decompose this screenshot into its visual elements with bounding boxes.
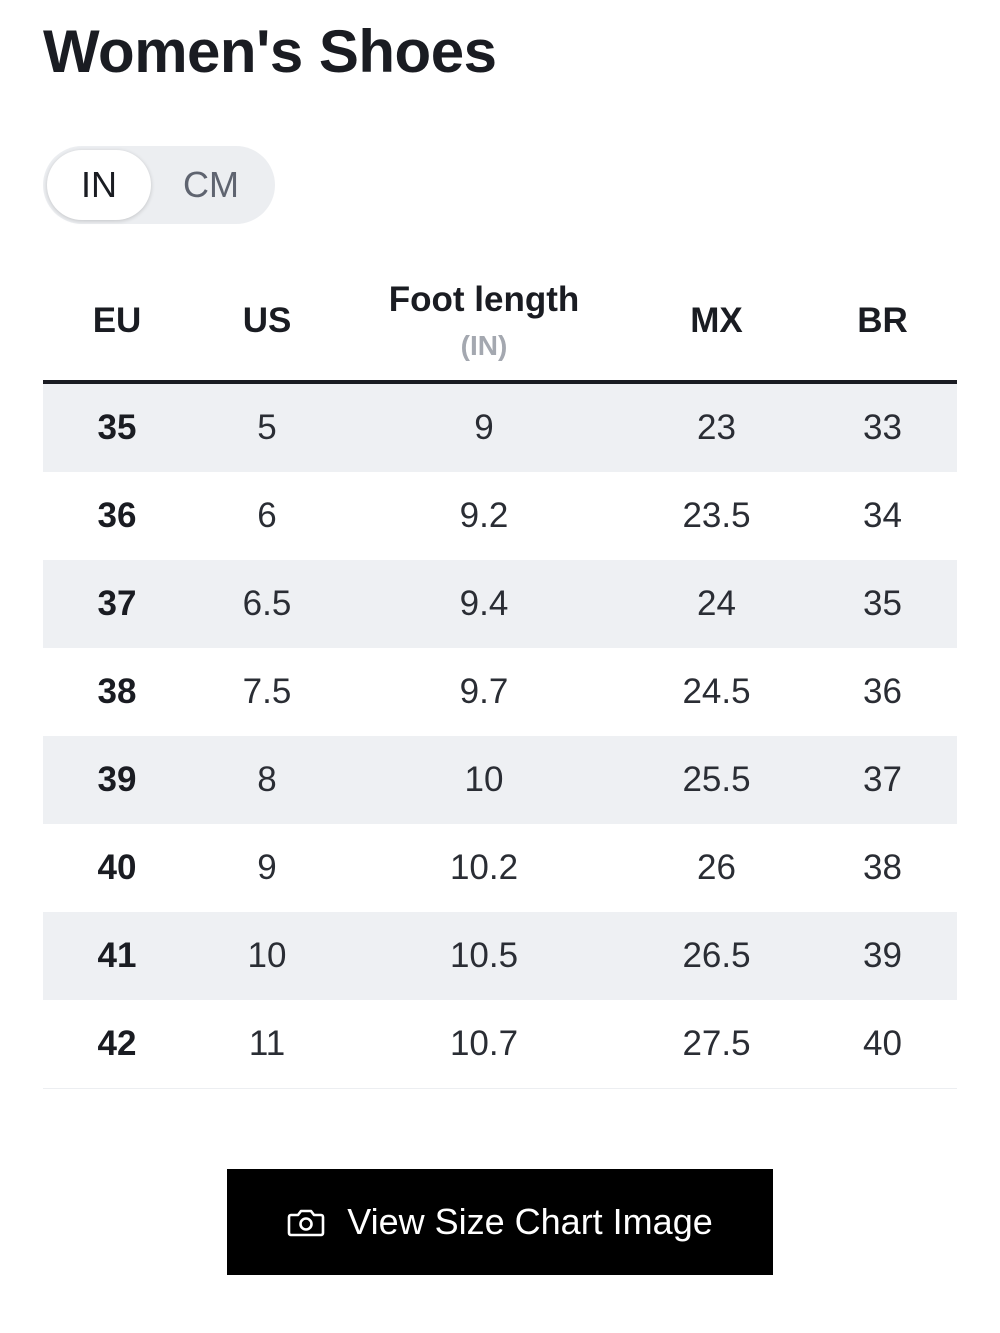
table-body: 35 5 9 23 33 36 6 9.2 23.5 34 37 6.5 9.4 24 35 38 7.5 9.7…	[43, 382, 957, 1089]
cell-us: 10	[247, 936, 287, 975]
table-header-row: EU US Foot length (IN) MX BR	[43, 262, 957, 382]
table-row: 36 6 9.2 23.5 34	[43, 472, 957, 560]
cell-mx: 23.5	[682, 496, 751, 535]
table-row: 40 9 10.2 26 38	[43, 824, 957, 912]
cell-br: 34	[863, 496, 902, 535]
cell-eu: 35	[97, 408, 137, 447]
view-size-chart-button[interactable]: View Size Chart Image	[227, 1169, 773, 1275]
camera-icon	[287, 1209, 325, 1237]
cell-foot: 10	[464, 760, 504, 799]
cell-eu: 38	[97, 672, 137, 711]
cell-us: 7.5	[242, 672, 292, 711]
table-row: 42 11 10.7 27.5 40	[43, 1000, 957, 1089]
cell-br: 39	[863, 936, 902, 975]
cell-br: 35	[863, 584, 902, 623]
cell-foot: 9	[474, 408, 494, 447]
cell-eu: 40	[97, 848, 137, 887]
unit-option-in[interactable]: IN	[47, 150, 151, 220]
cell-foot: 9.7	[459, 672, 509, 711]
cell-br: 40	[863, 1024, 902, 1063]
cell-us: 6.5	[242, 584, 292, 623]
cell-eu: 42	[97, 1024, 137, 1063]
header-foot-length-label: Foot length	[388, 280, 580, 319]
table-row: 39 8 10 25.5 37	[43, 736, 957, 824]
table-row: 41 10 10.5 26.5 39	[43, 912, 957, 1000]
cell-br: 37	[863, 760, 902, 799]
cell-mx: 27.5	[682, 1024, 751, 1063]
cell-us: 5	[257, 408, 277, 447]
cell-foot: 9.4	[459, 584, 509, 623]
cell-br: 33	[863, 408, 902, 447]
cell-mx: 23	[697, 408, 736, 447]
size-table: EU US Foot length (IN) MX BR 35 5 9 23 33 36 6…	[43, 262, 957, 1089]
cell-foot: 10.2	[449, 848, 519, 887]
cell-eu: 37	[97, 584, 137, 623]
cell-mx: 25.5	[682, 760, 751, 799]
cell-br: 36	[863, 672, 902, 711]
cell-us: 6	[257, 496, 277, 535]
cell-foot: 10.5	[449, 936, 519, 975]
view-size-chart-label: View Size Chart Image	[347, 1201, 713, 1242]
page-title: Women's Shoes	[43, 18, 497, 85]
unit-toggle[interactable]: IN CM	[43, 146, 275, 224]
header-eu: EU	[92, 301, 142, 340]
cell-mx: 24	[697, 584, 736, 623]
table-row: 37 6.5 9.4 24 35	[43, 560, 957, 648]
header-us: US	[242, 301, 292, 340]
header-foot-length: Foot length (IN)	[343, 262, 625, 382]
table-row: 38 7.5 9.7 24.5 36	[43, 648, 957, 736]
cell-us: 9	[257, 848, 277, 887]
cell-foot: 10.7	[449, 1024, 519, 1063]
header-br: BR	[857, 301, 908, 340]
cell-foot: 9.2	[459, 496, 509, 535]
cell-mx: 26.5	[682, 936, 751, 975]
cell-mx: 24.5	[682, 672, 751, 711]
header-foot-length-unit: (IN)	[460, 330, 508, 361]
cell-mx: 26	[697, 848, 736, 887]
cell-us: 8	[257, 760, 277, 799]
unit-option-cm[interactable]: CM	[183, 164, 239, 205]
cell-eu: 36	[97, 496, 137, 535]
cell-br: 38	[863, 848, 902, 887]
cell-eu: 41	[97, 936, 137, 975]
header-mx: MX	[690, 301, 743, 340]
cell-us: 11	[248, 1024, 286, 1063]
table-row: 35 5 9 23 33	[43, 382, 957, 472]
cell-eu: 39	[97, 760, 137, 799]
